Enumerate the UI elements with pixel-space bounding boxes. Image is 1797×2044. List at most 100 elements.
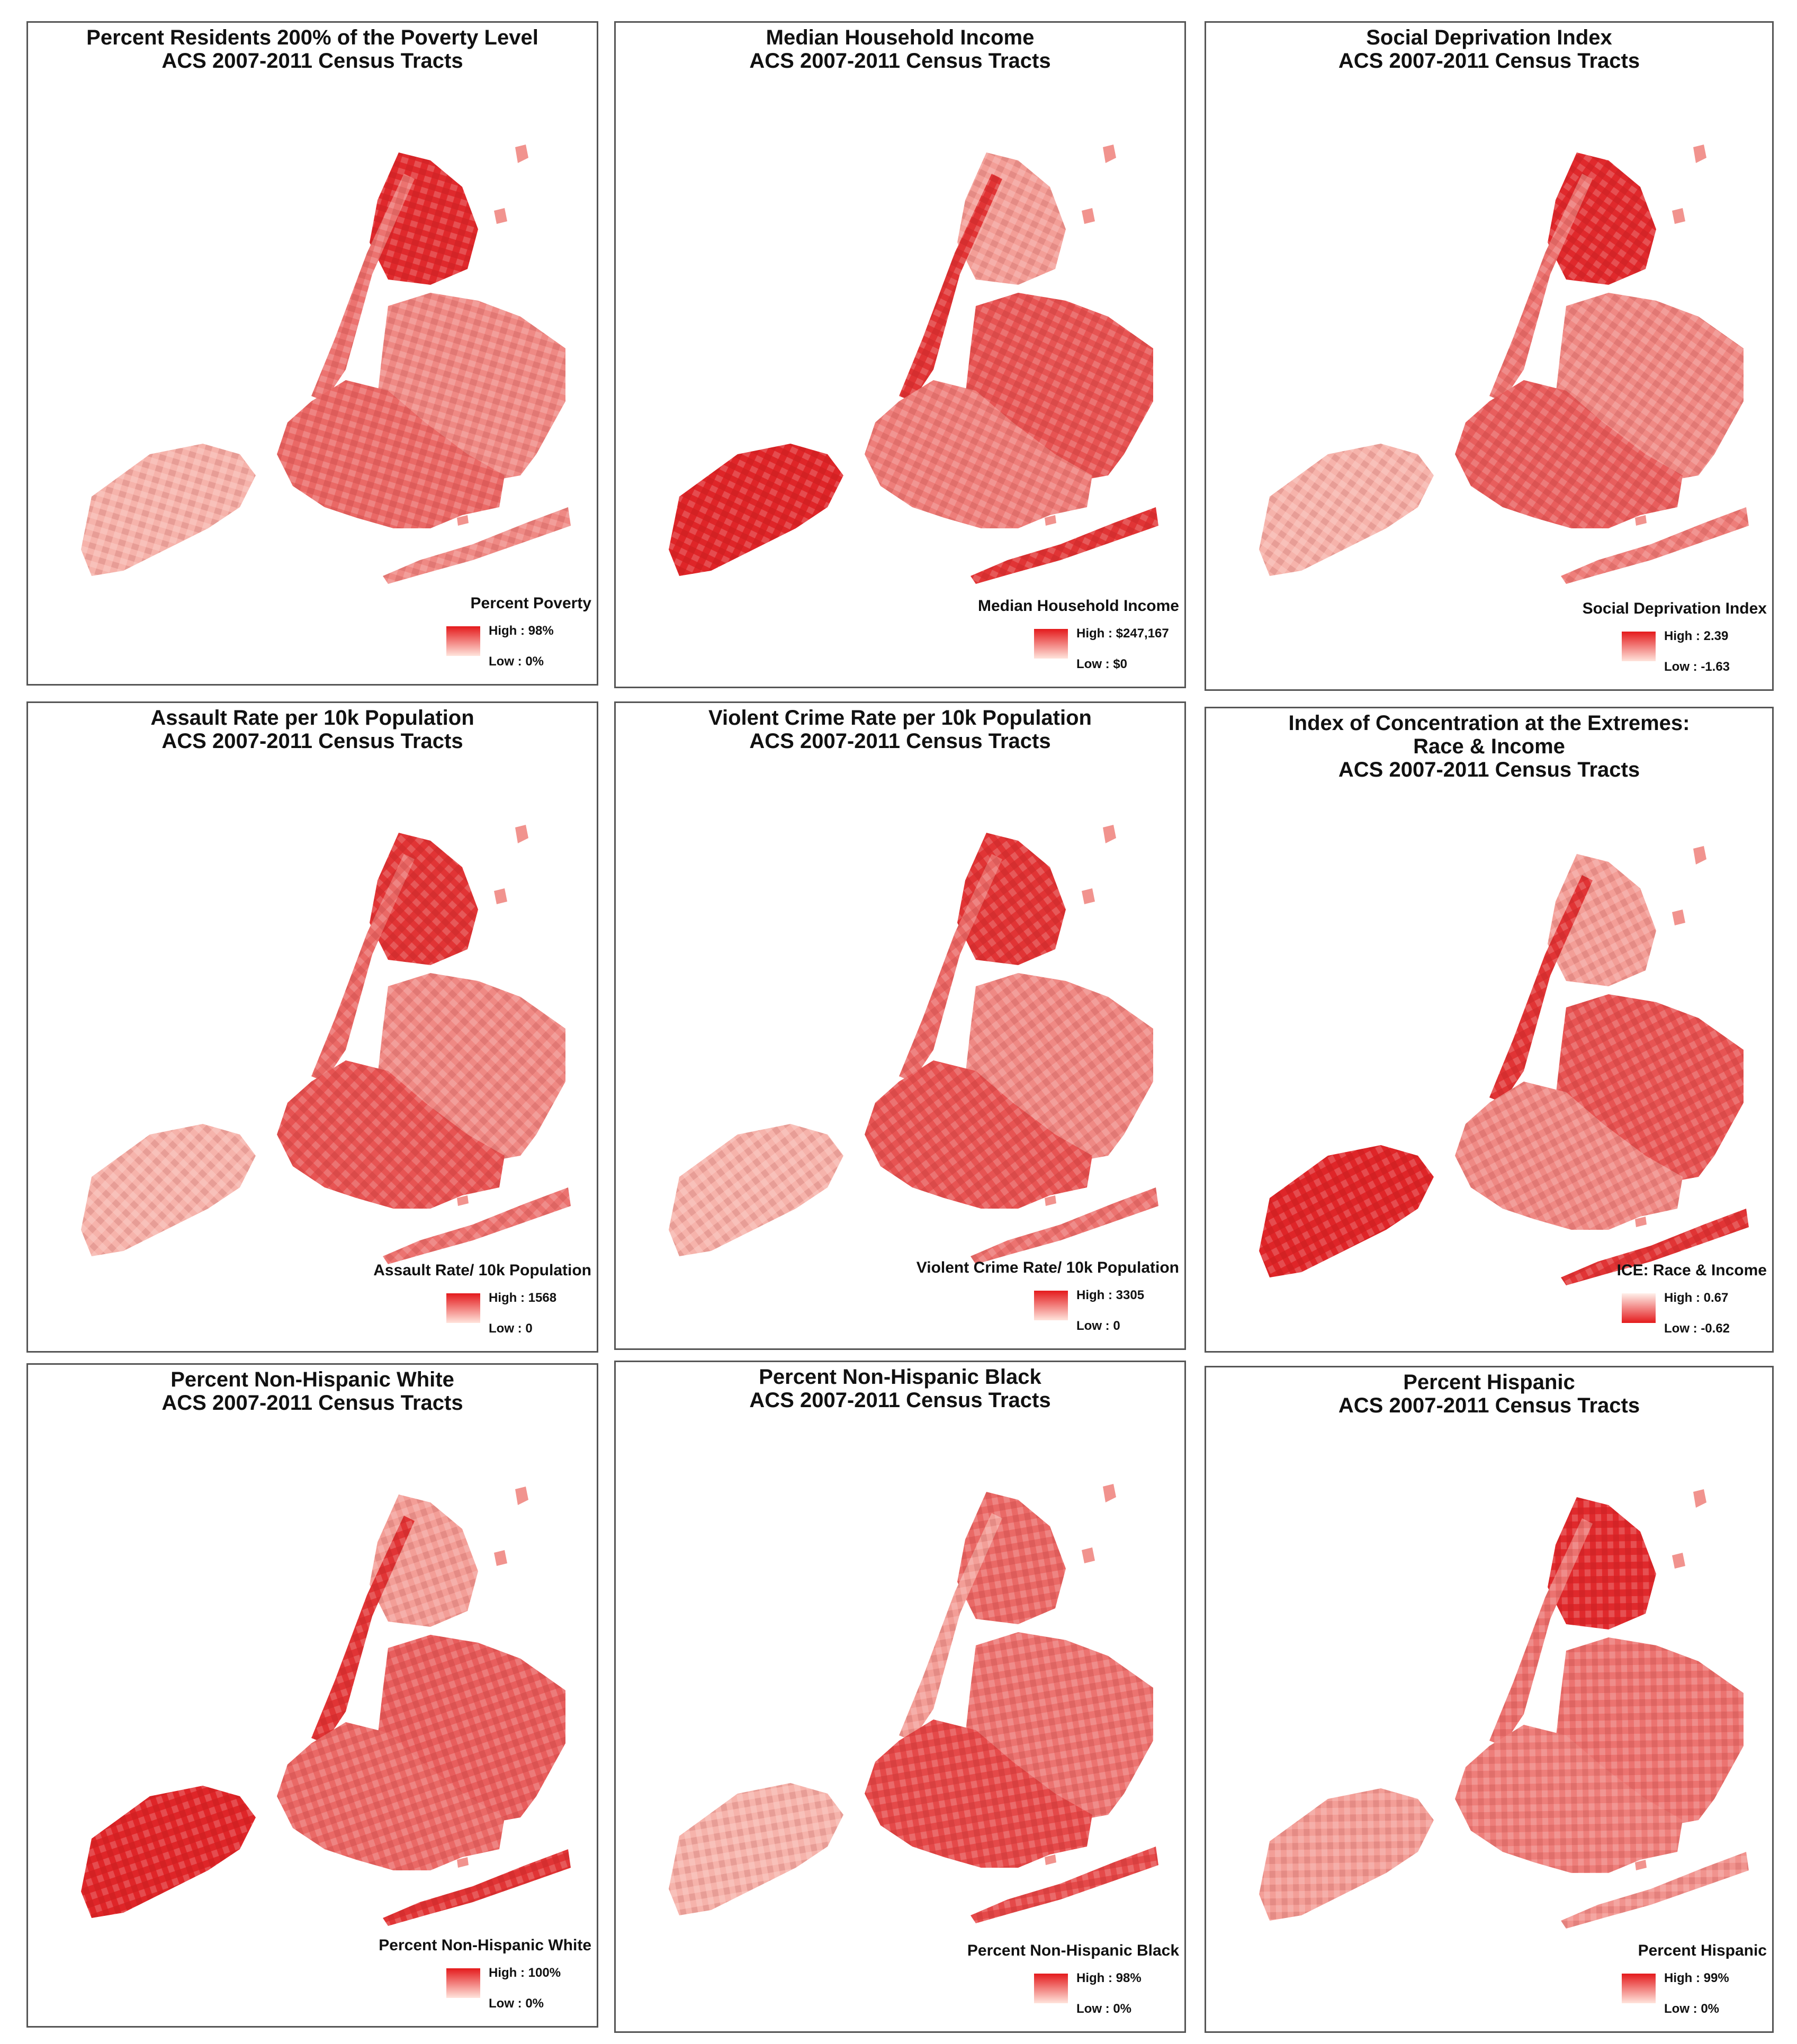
tract-texture: [81, 444, 256, 576]
tract-texture: [865, 380, 1092, 528]
tract-texture: [383, 507, 571, 584]
tract-texture: [957, 152, 1066, 285]
tract-texture: [1561, 1209, 1749, 1285]
map-title-line: ACS 2007-2011 Census Tracts: [1338, 1394, 1640, 1417]
tract-texture: [669, 1124, 843, 1256]
legend-high-label: High : 98%: [1076, 1971, 1142, 1985]
map-title: Percent Hispanic ACS 2007-2011 Census Tra…: [1206, 1371, 1772, 1417]
tract-texture: [971, 507, 1158, 584]
small-island: [1635, 515, 1647, 526]
small-island: [494, 888, 507, 904]
map-title-line: Assault Rate per 10k Population: [150, 706, 474, 730]
tract-texture: [81, 1786, 256, 1918]
legend-title: Percent Non-Hispanic Black: [967, 1942, 1179, 1959]
nyc-census-tract-map: [81, 145, 571, 584]
tract-texture: [1455, 1082, 1683, 1230]
map-panel: Median Household Income ACS 2007-2011 Cen…: [614, 21, 1186, 688]
tract-texture: [1548, 152, 1656, 285]
tract-texture: [899, 1513, 1002, 1741]
small-island: [1693, 846, 1706, 865]
tract-texture: [311, 854, 415, 1082]
map-title-line: Violent Crime Rate per 10k Population: [708, 706, 1092, 730]
map-panel: Percent Non-Hispanic Black ACS 2007-2011 …: [614, 1361, 1186, 2033]
small-island: [1082, 208, 1095, 224]
nyc-census-tract-map: [1259, 145, 1749, 584]
legend-color-ramp: [446, 1293, 480, 1323]
map-panel: Social Deprivation Index ACS 2007-2011 Ce…: [1205, 21, 1774, 691]
legend-low-label: Low : 0: [1076, 1319, 1120, 1333]
nyc-census-tract-map: [669, 145, 1158, 584]
map-panel: Percent Non-Hispanic White ACS 2007-2011 …: [26, 1363, 598, 2028]
nyc-census-tract-map: [669, 825, 1158, 1264]
tract-texture: [1489, 174, 1593, 401]
legend-title: Median Household Income: [977, 597, 1179, 615]
legend-low-label: Low : -0.62: [1664, 1321, 1730, 1336]
map-title-line: ACS 2007-2011 Census Tracts: [749, 49, 1051, 73]
legend-color-ramp: [1622, 632, 1656, 661]
map-title-line: Percent Non-Hispanic White: [170, 1368, 454, 1391]
legend-title: Social Deprivation Index: [1582, 600, 1767, 617]
small-island: [1045, 515, 1056, 526]
nyc-census-tract-map: [1259, 846, 1749, 1285]
legend-color-ramp: [446, 1968, 480, 1998]
tract-texture: [277, 1060, 505, 1209]
nyc-census-tract-map: [1259, 1489, 1749, 1929]
map-panel: Percent Residents 200% of the Poverty Le…: [26, 21, 598, 686]
map-title-line: Percent Residents 200% of the Poverty Le…: [86, 26, 538, 49]
tract-texture: [1561, 507, 1749, 584]
small-island: [515, 1487, 528, 1505]
legend-title: Percent Non-Hispanic White: [379, 1937, 591, 1954]
small-island: [515, 145, 528, 163]
small-island: [1693, 1489, 1706, 1508]
legend-low-label: Low : $0: [1076, 657, 1128, 671]
small-island: [1693, 145, 1706, 163]
tract-texture: [1455, 1725, 1683, 1873]
legend-title: Percent Poverty: [470, 595, 591, 612]
map-panel: Index of Concentration at the Extremes: R…: [1205, 707, 1774, 1353]
tract-texture: [1548, 1497, 1656, 1629]
map-panel: Violent Crime Rate per 10k Population ACS…: [614, 701, 1186, 1350]
legend-high-label: High : $247,167: [1076, 626, 1169, 641]
map-title-line: ACS 2007-2011 Census Tracts: [1338, 49, 1640, 73]
tract-texture: [277, 380, 505, 528]
tract-texture: [1259, 1788, 1434, 1921]
small-island: [1672, 1553, 1685, 1569]
tract-texture: [669, 444, 843, 576]
tract-texture: [957, 833, 1066, 965]
tract-texture: [370, 833, 478, 965]
tract-texture: [957, 1492, 1066, 1624]
tract-texture: [1561, 1852, 1749, 1929]
small-island: [1672, 910, 1685, 925]
small-island: [1082, 1547, 1095, 1563]
tract-texture: [370, 1494, 478, 1627]
legend-color-ramp: [1034, 629, 1068, 659]
nyc-census-tract-map: [81, 1487, 571, 1926]
map-title-line: Race & Income: [1413, 735, 1565, 758]
map-title: Violent Crime Rate per 10k Population ACS…: [616, 706, 1184, 753]
map-title-line: Percent Hispanic: [1403, 1371, 1575, 1394]
small-island: [515, 825, 528, 843]
small-island: [494, 208, 507, 224]
legend-color-ramp: [1622, 1974, 1656, 2003]
nyc-census-tract-map: [81, 825, 571, 1264]
legend-low-label: Low : 0%: [489, 1996, 544, 2011]
legend-low-label: Low : -1.63: [1664, 660, 1730, 674]
tract-texture: [1455, 380, 1683, 528]
map-panel: Assault Rate per 10k Population ACS 2007-…: [26, 701, 598, 1353]
small-island: [1672, 208, 1685, 224]
legend-high-label: High : 1568: [489, 1291, 557, 1305]
tract-texture: [383, 1849, 571, 1926]
map-title-line: Percent Non-Hispanic Black: [759, 1365, 1041, 1389]
tract-texture: [311, 174, 415, 401]
small-island: [457, 1195, 469, 1206]
map-title: Social Deprivation Index ACS 2007-2011 Ce…: [1206, 26, 1772, 73]
tract-texture: [1259, 1145, 1434, 1277]
legend-high-label: High : 3305: [1076, 1288, 1145, 1302]
tract-texture: [971, 1187, 1158, 1264]
small-island: [1045, 1195, 1056, 1206]
tract-texture: [277, 1722, 505, 1870]
map-title-line: ACS 2007-2011 Census Tracts: [161, 730, 463, 753]
legend-low-label: Low : 0%: [489, 654, 544, 669]
legend-high-label: High : 98%: [489, 624, 554, 638]
small-island: [457, 1857, 469, 1868]
